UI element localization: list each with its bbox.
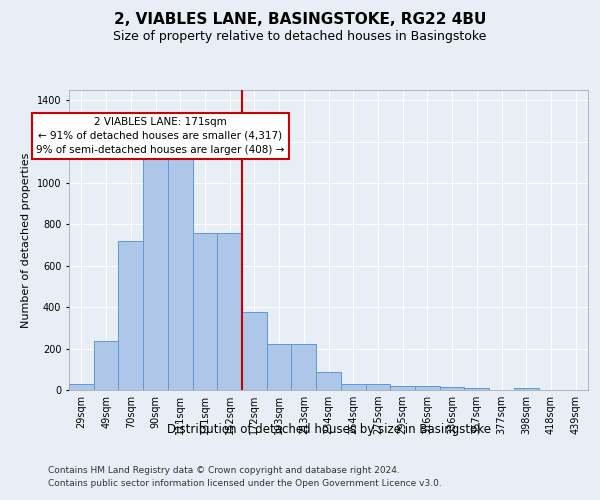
Bar	[143, 160, 168, 390]
Bar	[292, 344, 316, 390]
Bar	[217, 233, 242, 390]
Bar	[168, 157, 193, 390]
Bar	[94, 342, 118, 390]
Bar	[242, 312, 267, 390]
Y-axis label: Number of detached properties: Number of detached properties	[21, 152, 31, 328]
Bar	[365, 384, 390, 390]
Bar	[69, 384, 94, 390]
Text: 2, VIABLES LANE, BASINGSTOKE, RG22 4BU: 2, VIABLES LANE, BASINGSTOKE, RG22 4BU	[114, 12, 486, 28]
Text: Contains HM Land Registry data © Crown copyright and database right 2024.: Contains HM Land Registry data © Crown c…	[48, 466, 400, 475]
Bar	[118, 241, 143, 390]
Bar	[390, 386, 415, 390]
Bar	[316, 372, 341, 390]
Text: Size of property relative to detached houses in Basingstoke: Size of property relative to detached ho…	[113, 30, 487, 43]
Bar	[514, 388, 539, 390]
Text: Contains public sector information licensed under the Open Government Licence v3: Contains public sector information licen…	[48, 479, 442, 488]
Bar	[440, 387, 464, 390]
Bar	[464, 388, 489, 390]
Bar	[341, 384, 365, 390]
Bar	[267, 344, 292, 390]
Bar	[193, 233, 217, 390]
Text: Distribution of detached houses by size in Basingstoke: Distribution of detached houses by size …	[167, 422, 491, 436]
Bar	[415, 386, 440, 390]
Text: 2 VIABLES LANE: 171sqm
← 91% of detached houses are smaller (4,317)
9% of semi-d: 2 VIABLES LANE: 171sqm ← 91% of detached…	[36, 117, 284, 155]
